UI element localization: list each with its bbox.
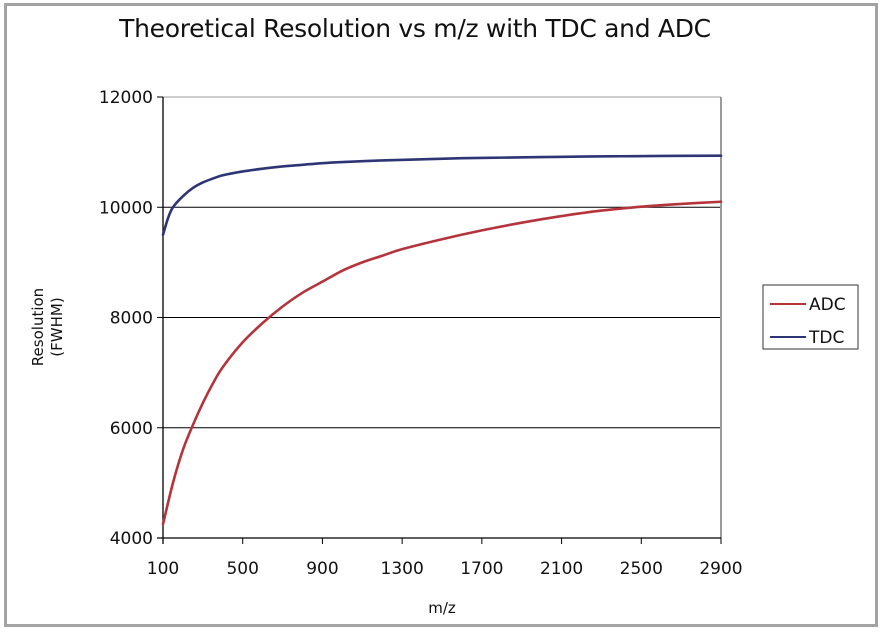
y-tick-label: 12000 bbox=[99, 88, 153, 108]
x-tick-label: 500 bbox=[226, 559, 258, 579]
x-tick-label: 900 bbox=[306, 559, 338, 579]
x-tick-label: 100 bbox=[147, 559, 179, 579]
series-line-adc bbox=[161, 200, 723, 526]
x-tick-label: 2100 bbox=[540, 559, 583, 579]
y-axis-title-line1: Resolution bbox=[29, 288, 47, 366]
y-tick-label: 8000 bbox=[110, 309, 153, 329]
series-lines bbox=[161, 154, 723, 526]
legend: ADC TDC bbox=[762, 284, 859, 350]
legend-label-adc: ADC bbox=[809, 295, 846, 315]
y-axis-title-line2: (FWHM) bbox=[48, 297, 66, 356]
gridlines bbox=[163, 96, 721, 429]
y-tick-label: 4000 bbox=[110, 529, 153, 549]
x-tick-label: 1300 bbox=[381, 559, 424, 579]
y-tick-label: 6000 bbox=[110, 419, 153, 439]
chart-title: Theoretical Resolution vs m/z with TDC a… bbox=[119, 14, 711, 43]
x-axis-title: m/z bbox=[428, 599, 456, 617]
x-tick-label: 2500 bbox=[620, 559, 663, 579]
axes bbox=[157, 96, 722, 544]
x-tick-label: 1700 bbox=[460, 559, 503, 579]
legend-label-tdc: TDC bbox=[808, 328, 844, 348]
y-tick-label: 10000 bbox=[99, 198, 153, 218]
legend-box bbox=[762, 284, 859, 350]
chart-frame bbox=[4, 3, 878, 627]
series-line-tdc bbox=[161, 154, 723, 237]
x-tick-label: 2900 bbox=[699, 559, 742, 579]
tick-labels: 4000 6000 8000 10000 12000 100 500 900 1300 1700 2… bbox=[99, 88, 743, 579]
